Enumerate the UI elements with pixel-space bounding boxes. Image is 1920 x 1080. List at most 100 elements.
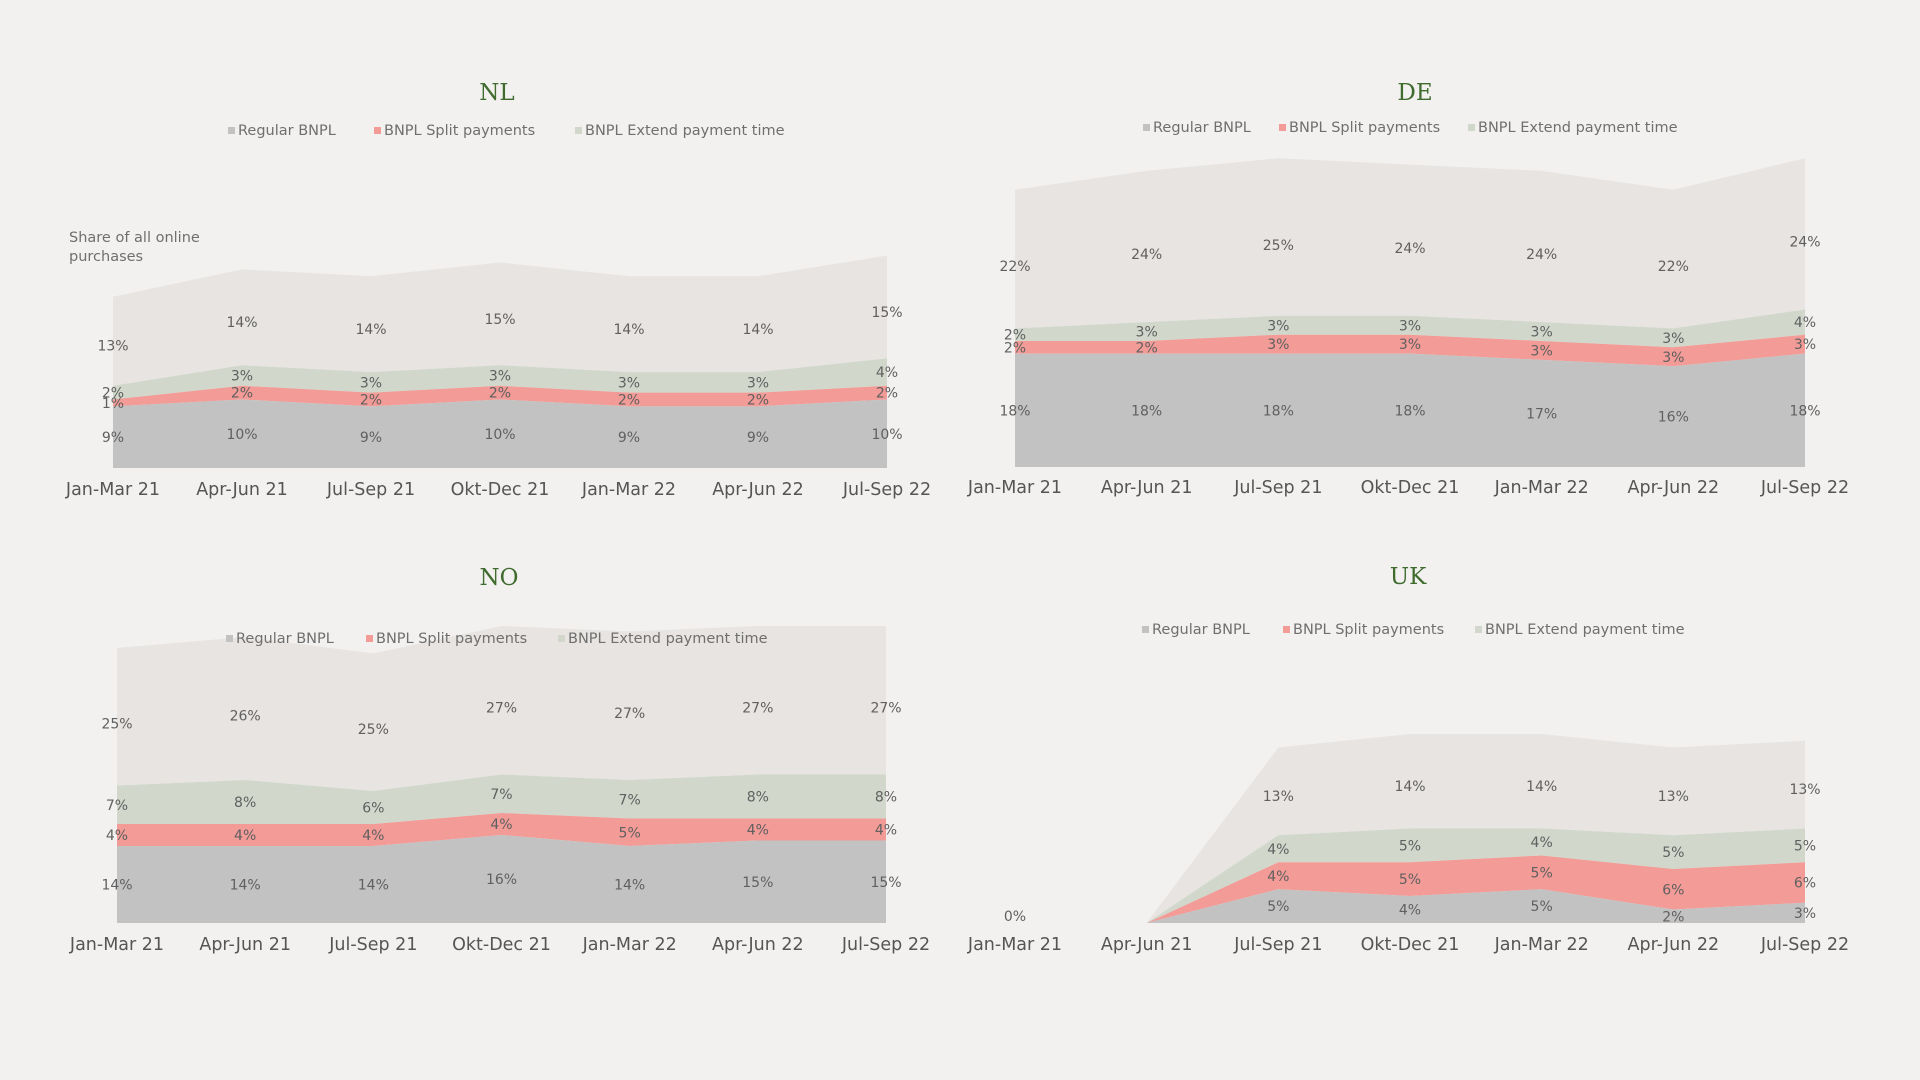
de-legend-swatch-regular xyxy=(1143,124,1150,131)
uk-label-split-5: 6% xyxy=(1662,882,1684,898)
no-label-regular-3: 16% xyxy=(486,872,517,888)
no-xtick-6: Jul-Sep 22 xyxy=(841,935,930,955)
de-area-regular xyxy=(1015,353,1805,467)
uk-label-regular-5: 2% xyxy=(1662,909,1684,925)
no-label-regular-6: 15% xyxy=(870,875,901,891)
no-label-other-2: 25% xyxy=(358,722,389,738)
de-label-other-5: 22% xyxy=(1658,259,1689,275)
no-legend-swatch-split xyxy=(366,635,373,642)
nl-label-other-4: 14% xyxy=(613,322,644,338)
nl-label-other-2: 14% xyxy=(355,322,386,338)
nl-title: NL xyxy=(479,80,514,106)
nl-xtick-4: Jan-Mar 22 xyxy=(581,480,676,500)
no-label-regular-0: 14% xyxy=(101,878,132,894)
no-xtick-1: Apr-Jun 21 xyxy=(199,935,291,955)
de-label-extend-6: 4% xyxy=(1794,315,1816,331)
no-xtick-2: Jul-Sep 21 xyxy=(328,935,417,955)
no-label-other-4: 27% xyxy=(614,706,645,722)
nl-label-extend-6: 4% xyxy=(876,365,898,381)
uk-label-extend-4: 4% xyxy=(1531,835,1553,851)
nl-label-extend-3: 3% xyxy=(489,369,511,385)
no-label-split-5: 4% xyxy=(747,823,769,839)
de-label-extend-0: 2% xyxy=(1004,328,1026,344)
nl-legend-swatch-extend xyxy=(575,127,582,134)
de-label-extend-5: 3% xyxy=(1662,331,1684,347)
uk-area-regular xyxy=(1015,889,1805,923)
de-label-extend-3: 3% xyxy=(1399,318,1421,334)
de-legend-extend: BNPL Extend payment time xyxy=(1478,120,1678,136)
nl-label-split-3: 2% xyxy=(489,386,511,402)
uk-label-other-5: 13% xyxy=(1658,789,1689,805)
de-xtick-2: Jul-Sep 21 xyxy=(1233,478,1322,498)
de-xtick-3: Okt-Dec 21 xyxy=(1361,478,1460,498)
nl-label-split-2: 2% xyxy=(360,393,382,409)
uk-label-regular-6: 3% xyxy=(1794,906,1816,922)
de-label-split-3: 3% xyxy=(1399,337,1421,353)
uk-xtick-0: Jan-Mar 21 xyxy=(967,935,1062,955)
de-xtick-5: Apr-Jun 22 xyxy=(1628,478,1720,498)
chart-nl: 9% 10% 9% 10% 9% 9% 10%1%2% 2% 2% 2% 2% 2%2%3% 3% 3% 3… xyxy=(65,80,931,500)
de-legend-swatch-split xyxy=(1279,124,1286,131)
de-area-extend xyxy=(1015,309,1805,348)
no-label-regular-2: 14% xyxy=(358,878,389,894)
no-label-other-5: 27% xyxy=(742,701,773,717)
no-legend-swatch-regular xyxy=(226,635,233,642)
no-label-extend-2: 6% xyxy=(362,801,384,817)
no-label-regular-4: 14% xyxy=(614,878,645,894)
nl-area-regular xyxy=(113,399,887,468)
no-label-other-6: 27% xyxy=(870,701,901,717)
no-xtick-0: Jan-Mar 21 xyxy=(69,935,164,955)
de-label-split-1: 2% xyxy=(1136,340,1158,356)
de-label-other-2: 25% xyxy=(1263,238,1294,254)
nl-ylabel: Share of all online purchases xyxy=(69,230,200,265)
de-label-regular-3: 18% xyxy=(1394,403,1425,419)
nl-label-extend-1: 3% xyxy=(231,369,253,385)
no-area-split xyxy=(117,813,886,846)
de-label-split-0: 2% xyxy=(1004,340,1026,356)
uk-area-extend xyxy=(1015,828,1805,923)
no-label-split-3: 4% xyxy=(490,817,512,833)
nl-label-extend-4: 3% xyxy=(618,375,640,391)
no-xtick-5: Apr-Jun 22 xyxy=(712,935,804,955)
de-label-other-4: 24% xyxy=(1526,247,1557,263)
uk-xtick-6: Jul-Sep 22 xyxy=(1760,935,1849,955)
no-label-extend-3: 7% xyxy=(490,787,512,803)
nl-label-regular-4: 9% xyxy=(618,430,640,446)
de-label-regular-1: 18% xyxy=(1131,403,1162,419)
nl-label-regular-5: 9% xyxy=(747,430,769,446)
uk-label-split-6: 6% xyxy=(1794,876,1816,892)
no-area-extend xyxy=(117,774,886,824)
uk-label-extend-6: 5% xyxy=(1794,838,1816,854)
nl-xtick-2: Jul-Sep 21 xyxy=(326,480,415,500)
nl-label-split-6: 2% xyxy=(876,386,898,402)
no-label-regular-5: 15% xyxy=(742,875,773,891)
uk-label-extend-3: 5% xyxy=(1399,838,1421,854)
de-area-other xyxy=(1015,158,1805,329)
de-label-extend-2: 3% xyxy=(1267,318,1289,334)
uk-label-regular-3: 4% xyxy=(1399,903,1421,919)
nl-legend-split: BNPL Split payments xyxy=(384,123,535,139)
nl-xtick-6: Jul-Sep 22 xyxy=(842,480,931,500)
no-label-extend-4: 7% xyxy=(619,792,641,808)
nl-label-split-1: 2% xyxy=(231,386,253,402)
de-xtick-0: Jan-Mar 21 xyxy=(967,478,1062,498)
no-legend-split: BNPL Split payments xyxy=(376,631,527,647)
de-label-regular-2: 18% xyxy=(1263,403,1294,419)
nl-label-split-5: 2% xyxy=(747,393,769,409)
uk-label-extend-5: 5% xyxy=(1662,845,1684,861)
chart-uk: 0% 5% 4% 5% 2% 3% 4% 5% 5% 6% 6% 4% 5% 4% 5% 5% 13% 14% 14… xyxy=(967,564,1849,955)
no-xtick-3: Okt-Dec 21 xyxy=(452,935,551,955)
no-label-other-1: 26% xyxy=(230,709,261,725)
nl-label-extend-2: 3% xyxy=(360,375,382,391)
uk-label-regular-2: 5% xyxy=(1267,899,1289,915)
no-legend-regular: Regular BNPL xyxy=(236,631,334,647)
no-label-split-0: 4% xyxy=(106,828,128,844)
nl-label-regular-6: 10% xyxy=(871,427,902,443)
nl-label-regular-0: 9% xyxy=(102,430,124,446)
de-xtick-1: Apr-Jun 21 xyxy=(1101,478,1193,498)
de-legend-swatch-extend xyxy=(1468,124,1475,131)
uk-title: UK xyxy=(1390,564,1427,590)
de-xtick-6: Jul-Sep 22 xyxy=(1760,478,1849,498)
uk-legend-regular: Regular BNPL xyxy=(1152,622,1250,638)
de-label-other-3: 24% xyxy=(1394,241,1425,257)
